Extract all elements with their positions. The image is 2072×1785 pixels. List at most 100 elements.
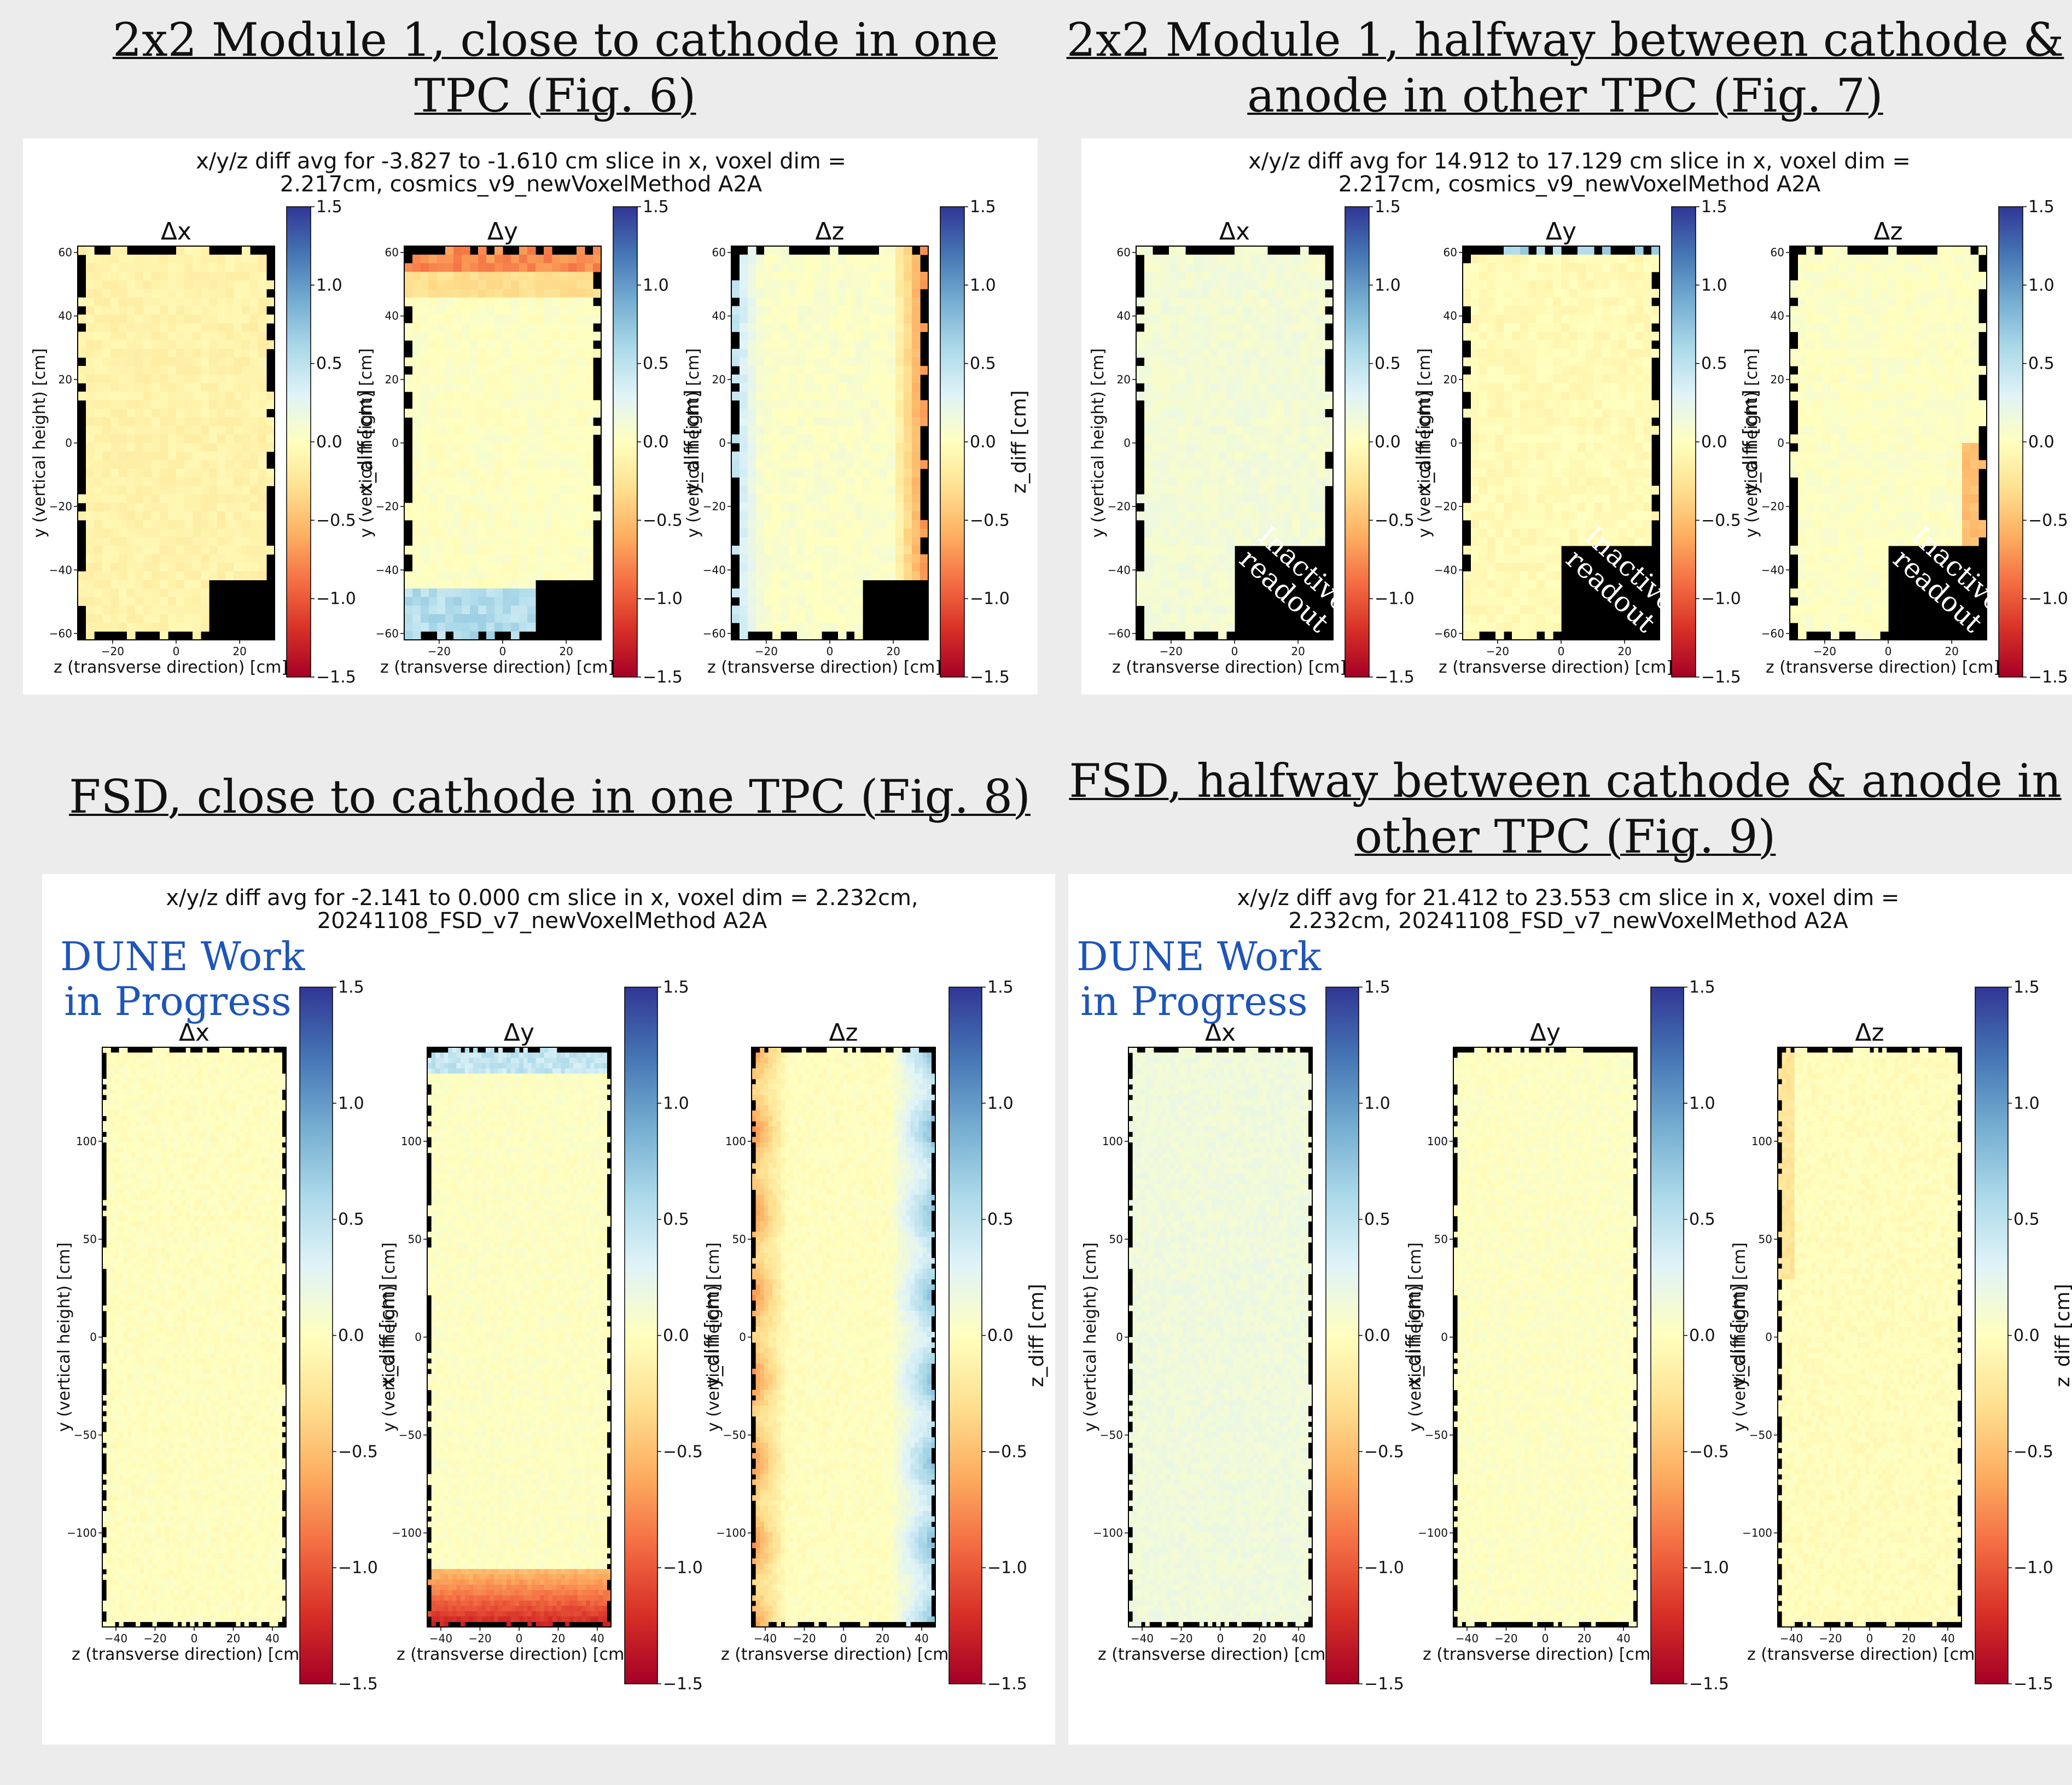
heatmap-cell bbox=[1586, 246, 1594, 255]
heatmap-cell bbox=[1276, 280, 1284, 289]
heatmap-cell bbox=[1226, 306, 1235, 315]
heatmap-cell bbox=[1226, 340, 1235, 349]
heatmap-cell bbox=[577, 451, 585, 460]
heatmap-cell bbox=[110, 417, 119, 427]
heatmap-cell bbox=[748, 511, 756, 521]
heatmap-cell bbox=[1619, 460, 1627, 469]
heatmap-cell bbox=[160, 400, 168, 409]
heatmap-cell bbox=[1536, 434, 1545, 444]
heatmap-cell bbox=[1504, 280, 1512, 289]
heatmap-cell bbox=[1586, 348, 1594, 358]
heatmap-cell bbox=[1561, 443, 1570, 452]
heatmap-cell bbox=[1161, 271, 1169, 281]
heatmap-cell bbox=[863, 280, 871, 289]
heatmap-cell bbox=[1487, 263, 1496, 272]
y-tick-label: −60 bbox=[1108, 627, 1131, 640]
heatmap-cell bbox=[168, 392, 177, 401]
heatmap-cell bbox=[160, 340, 168, 349]
heatmap-cell bbox=[552, 494, 561, 504]
heatmap-cell bbox=[453, 631, 462, 640]
heatmap-cell bbox=[110, 306, 119, 315]
heatmap-cell bbox=[135, 554, 144, 563]
heatmap-cell bbox=[772, 357, 781, 366]
heatmap-cell bbox=[143, 383, 152, 392]
heatmap-cell bbox=[462, 289, 470, 298]
heatmap-cell bbox=[160, 297, 168, 307]
heatmap-cell bbox=[102, 571, 111, 581]
heatmap-cell bbox=[421, 528, 429, 538]
heatmap-cell bbox=[119, 571, 127, 581]
heatmap-cell bbox=[1512, 348, 1521, 358]
heatmap-cell bbox=[863, 468, 871, 478]
heatmap-cell bbox=[1528, 622, 1537, 632]
heatmap-cell bbox=[421, 451, 429, 460]
heatmap-cell bbox=[846, 254, 855, 264]
heatmap-cell bbox=[781, 494, 789, 504]
heatmap-cell bbox=[544, 263, 552, 272]
heatmap-cell bbox=[478, 537, 487, 546]
heatmap-cell bbox=[1169, 588, 1178, 598]
heatmap-cell bbox=[748, 434, 756, 444]
heatmap-cell bbox=[585, 306, 593, 315]
heatmap-cell bbox=[1251, 417, 1260, 427]
heatmap-cell bbox=[895, 314, 904, 324]
heatmap-cell bbox=[201, 374, 209, 384]
heatmap-cell bbox=[1627, 383, 1636, 392]
heatmap-cell bbox=[404, 605, 413, 615]
heatmap-cell bbox=[1643, 271, 1652, 281]
heatmap-cell bbox=[854, 331, 863, 341]
heatmap-cell bbox=[1610, 383, 1619, 392]
heatmap-cell bbox=[193, 323, 201, 332]
heatmap-cell bbox=[519, 348, 528, 358]
heatmap-cell bbox=[585, 323, 593, 332]
heatmap-cell bbox=[1161, 451, 1169, 460]
heatmap-cell bbox=[740, 520, 748, 529]
heatmap-cell bbox=[846, 554, 855, 563]
heatmap-cell bbox=[1602, 443, 1611, 452]
heatmap-cell bbox=[453, 554, 462, 563]
heatmap-cell bbox=[78, 597, 86, 606]
heatmap-cell bbox=[478, 614, 487, 623]
heatmap-cell bbox=[1136, 348, 1145, 358]
heatmap-cell bbox=[830, 392, 839, 401]
heatmap-cell bbox=[1864, 254, 1872, 264]
heatmap-cell bbox=[453, 468, 462, 478]
heatmap-cell bbox=[846, 571, 855, 581]
heatmap-cell bbox=[1643, 254, 1652, 264]
heatmap-cell bbox=[1226, 374, 1235, 384]
heatmap-cell bbox=[781, 425, 789, 435]
heatmap-cell bbox=[266, 400, 275, 409]
heatmap-cell bbox=[822, 605, 830, 615]
heatmap-cell bbox=[250, 451, 259, 460]
heatmap-cell bbox=[1218, 400, 1227, 409]
heatmap-cell bbox=[577, 425, 585, 435]
heatmap-cell bbox=[1619, 511, 1627, 521]
heatmap-cell bbox=[1185, 400, 1194, 409]
heatmap-cell bbox=[503, 425, 511, 435]
heatmap-cell bbox=[1194, 468, 1202, 478]
heatmap-cell bbox=[486, 468, 495, 478]
heatmap-cell bbox=[1504, 425, 1512, 435]
heatmap-cell bbox=[429, 494, 438, 504]
heatmap-cell bbox=[1325, 297, 1334, 307]
heatmap-cell bbox=[789, 271, 798, 281]
heatmap-cell bbox=[94, 588, 103, 598]
heatmap-cell bbox=[176, 571, 185, 581]
heatmap-cell bbox=[234, 503, 242, 512]
heatmap-cell bbox=[494, 434, 503, 444]
heatmap-cell bbox=[764, 434, 773, 444]
heatmap-cell bbox=[1153, 340, 1161, 349]
heatmap-cell bbox=[78, 314, 86, 324]
heatmap-cell bbox=[830, 314, 839, 324]
heatmap-cell bbox=[838, 563, 847, 572]
heatmap-cell bbox=[879, 323, 888, 332]
heatmap-cell bbox=[1528, 511, 1537, 521]
heatmap-cell bbox=[830, 357, 839, 366]
heatmap-cell bbox=[756, 323, 765, 332]
heatmap-cell bbox=[86, 571, 95, 581]
heatmap-cell bbox=[1202, 263, 1210, 272]
heatmap-cell bbox=[871, 511, 880, 521]
heatmap-cell bbox=[478, 425, 487, 435]
heatmap-cell bbox=[1177, 468, 1186, 478]
heatmap-cell bbox=[1177, 297, 1186, 307]
